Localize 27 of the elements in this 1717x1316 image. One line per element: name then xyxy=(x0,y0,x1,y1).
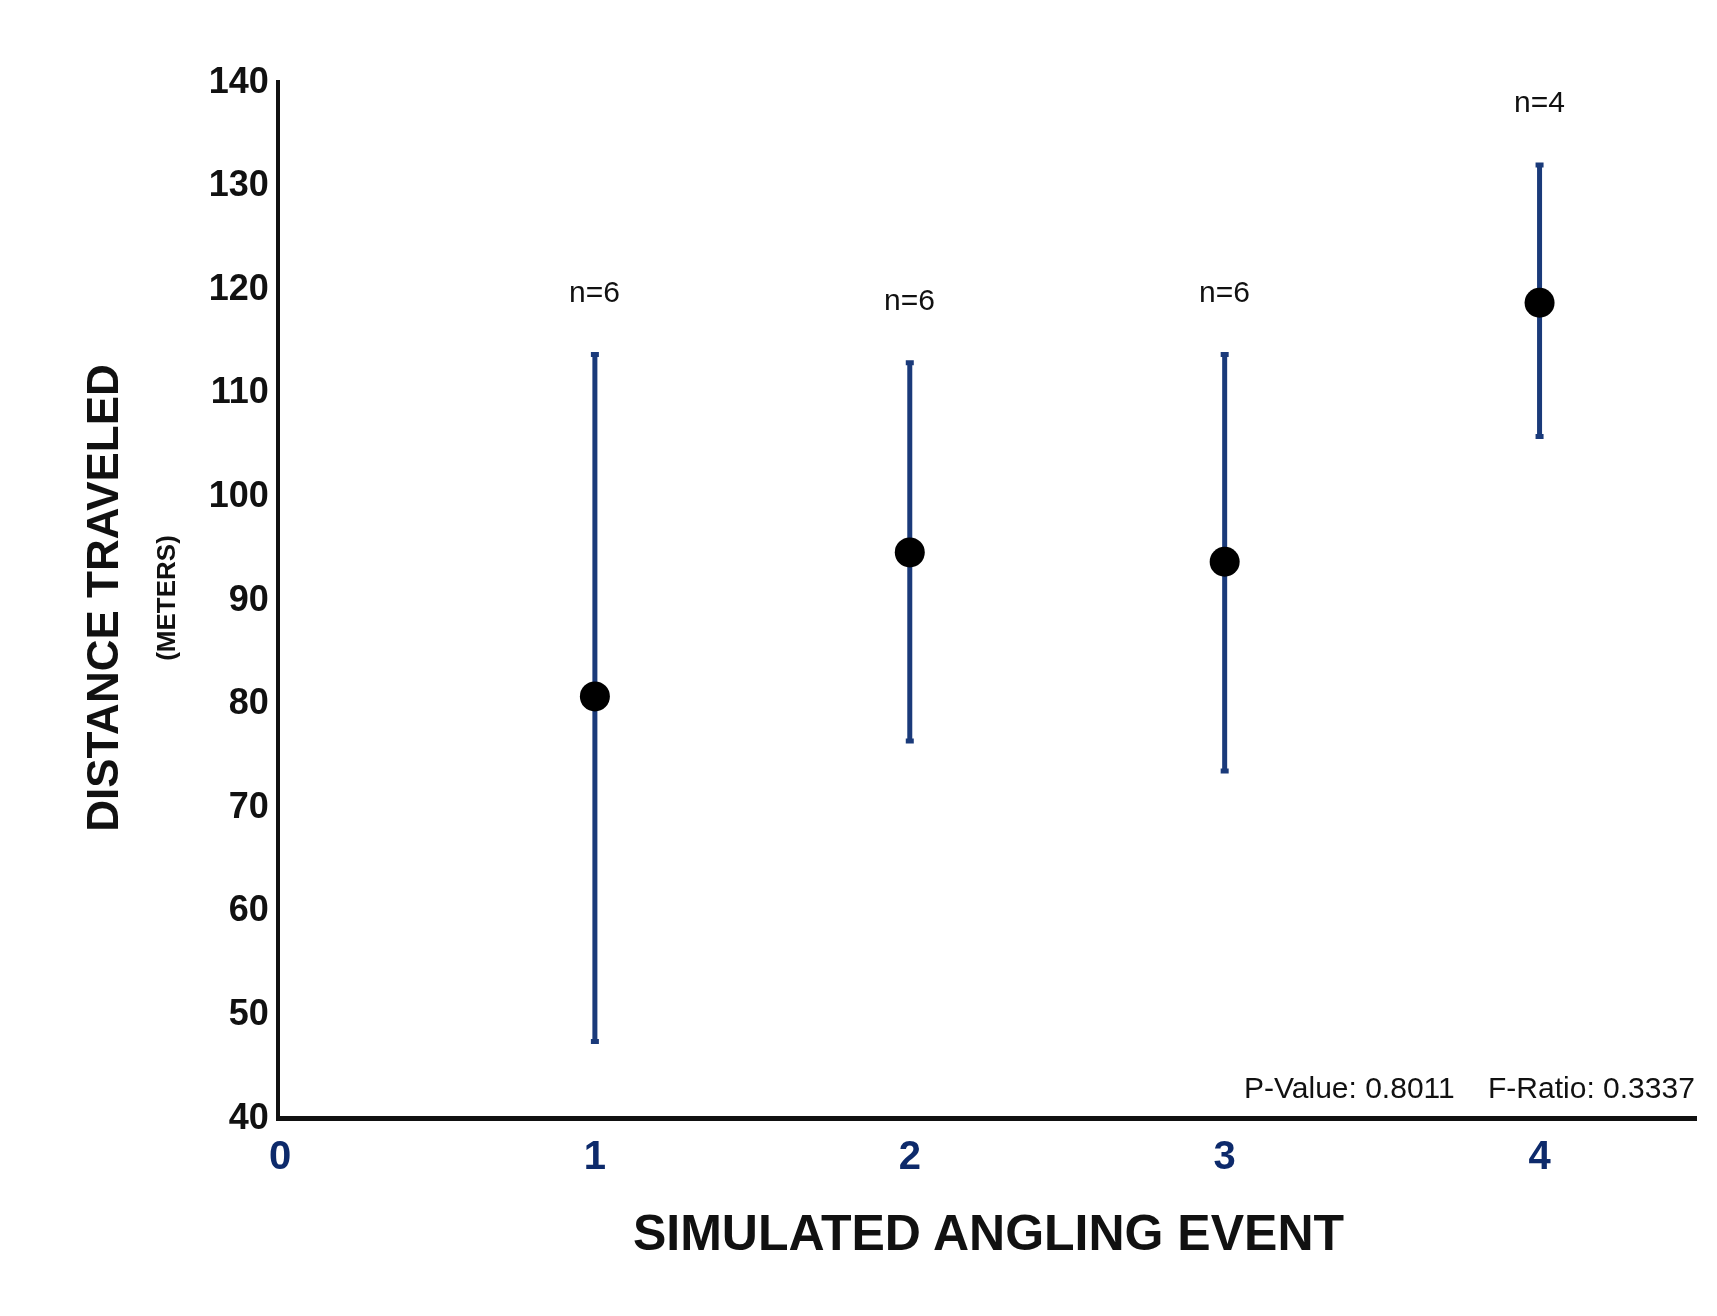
point xyxy=(579,681,610,712)
y-tick-label: 50 xyxy=(228,992,269,1033)
y-tick-label: 140 xyxy=(208,59,269,101)
annotation: n=6 xyxy=(1199,275,1250,308)
x-tick-label: 0 xyxy=(268,1133,292,1177)
y-tick-label: 130 xyxy=(208,163,269,205)
y-axis-title: DISTANCE TRAVELED (METERS) xyxy=(78,364,182,832)
point xyxy=(894,537,925,568)
y-tick-label: 120 xyxy=(208,266,269,308)
point xyxy=(1209,546,1240,577)
point xyxy=(1524,287,1555,318)
annotation: n=6 xyxy=(884,283,935,316)
y-tick-label: 70 xyxy=(228,784,269,826)
y-tick-label: 60 xyxy=(228,888,269,930)
y-tick-label: 110 xyxy=(210,370,269,412)
x-axis-title: SIMULATED ANGLING EVENT xyxy=(632,1204,1345,1261)
annotation: n=6 xyxy=(569,275,620,308)
y-tick-label: 40 xyxy=(228,1095,269,1137)
annotation: n=4 xyxy=(1514,85,1565,118)
y-tick-label: 100 xyxy=(208,474,269,515)
y-tick-label: 90 xyxy=(228,577,269,619)
y-tick-label: 80 xyxy=(228,681,269,723)
x-tick-label: 4 xyxy=(1528,1133,1552,1177)
x-tick-label: 2 xyxy=(898,1133,921,1177)
x-tick-label: 3 xyxy=(1213,1133,1236,1177)
x-tick-label: 1 xyxy=(583,1133,607,1177)
annotation: P-Value: 0.8011 F-Ratio: 0.3337 xyxy=(1244,1071,1695,1104)
